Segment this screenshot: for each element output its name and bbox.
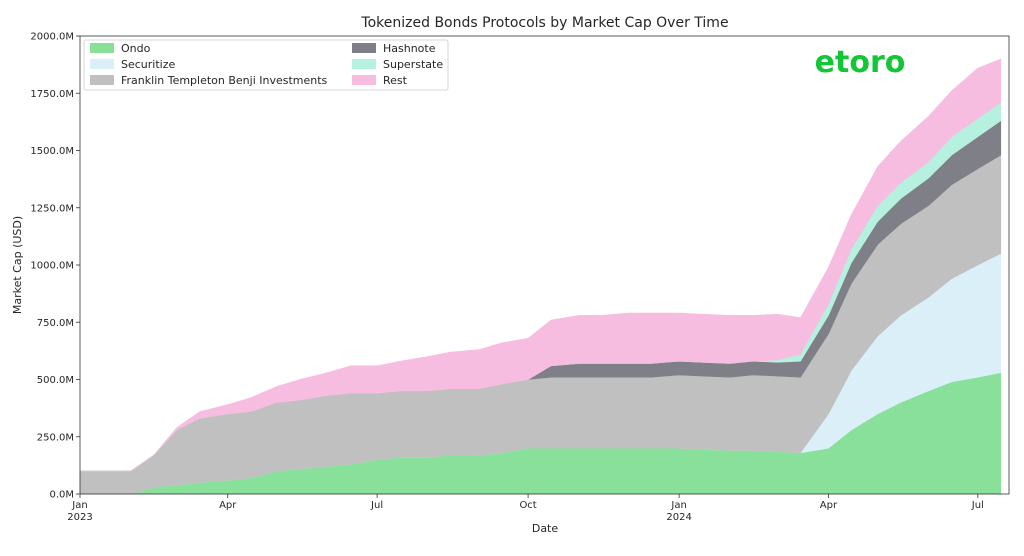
legend: Ondo Securitize Franklin Templeton Benji I…	[83, 39, 449, 91]
legend-swatch	[90, 43, 114, 53]
x-tick-label: Oct	[519, 500, 536, 511]
legend-label: Rest	[383, 74, 408, 87]
legend-swatch	[352, 75, 376, 85]
x-tick-year-label: 2024	[666, 512, 691, 523]
x-tick-year-label: 2023	[67, 512, 92, 523]
x-axis-label: Date	[532, 522, 559, 535]
y-tick-label: 250.0M	[37, 432, 74, 443]
legend-label: Securitize	[121, 58, 175, 71]
etoro-logo: etoro	[815, 45, 906, 80]
x-tick-label: Apr	[219, 500, 237, 511]
legend-swatch	[352, 43, 376, 53]
legend-swatch	[90, 59, 114, 69]
legend-swatch	[352, 59, 376, 69]
y-axis-ticks: 0.0M 250.0M 500.0M 750.0M 1000.0M 1250.0M 1500…	[30, 32, 80, 501]
legend-swatch	[90, 75, 114, 85]
y-tick-label: 2000.0M	[30, 32, 74, 43]
legend-label: Superstate	[383, 58, 443, 71]
y-tick-label: 0.0M	[49, 490, 74, 501]
y-tick-label: 750.0M	[37, 318, 74, 329]
x-tick-label: Jan	[670, 500, 686, 511]
area-series-5	[80, 58, 1002, 472]
x-tick-label: Jul	[370, 500, 383, 511]
y-tick-label: 1750.0M	[30, 89, 74, 100]
y-tick-label: 1250.0M	[30, 203, 74, 214]
svg-text:etoro: etoro	[815, 45, 906, 80]
y-tick-label: 1500.0M	[30, 146, 74, 157]
x-tick-label: Jul	[971, 500, 984, 511]
area-layers	[79, 58, 1002, 495]
legend-label: Hashnote	[383, 42, 436, 55]
y-axis-label: Market Cap (USD)	[11, 216, 24, 314]
y-tick-label: 1000.0M	[30, 261, 74, 272]
legend-label: Franklin Templeton Benji Investments	[121, 74, 328, 87]
x-tick-label: Apr	[820, 500, 838, 511]
chart-title: Tokenized Bonds Protocols by Market Cap …	[360, 15, 728, 31]
x-tick-label: Jan	[71, 500, 87, 511]
y-tick-label: 500.0M	[37, 375, 74, 386]
legend-label: Ondo	[121, 42, 151, 55]
